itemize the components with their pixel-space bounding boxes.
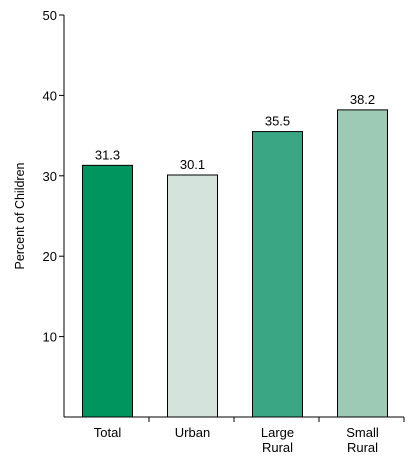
- bar-value-label: 31.3: [95, 147, 120, 162]
- y-tick-label: 50: [43, 8, 57, 23]
- bar: [167, 174, 218, 418]
- x-category-label: Large Rural: [261, 425, 294, 455]
- y-tick-label: 40: [43, 88, 57, 103]
- data-labels-group: 31.3 30.1 35.5 38.2: [95, 92, 375, 172]
- y-ticks-group: 10 20 30 40 50: [43, 8, 64, 345]
- bar-value-label: 38.2: [350, 92, 375, 107]
- x-category-label-line: Rural: [347, 440, 378, 455]
- bar-value-label: 30.1: [180, 157, 205, 172]
- y-axis-label: Percent of Children: [13, 162, 27, 269]
- y-tick-label: 10: [43, 330, 57, 345]
- bar: [252, 131, 303, 418]
- x-category-label-line: Urban: [175, 425, 210, 440]
- bar-value-label: 35.5: [265, 114, 290, 129]
- y-tick-label: 20: [43, 249, 57, 264]
- bar: [82, 164, 133, 418]
- x-category-label: Urban: [175, 425, 210, 440]
- y-tick-label: 30: [43, 169, 57, 184]
- x-category-label-line: Large: [261, 425, 294, 440]
- x-category-label: Small Rural: [346, 425, 379, 455]
- bar: [337, 109, 388, 418]
- bars-group: [82, 109, 388, 418]
- x-category-label-line: Rural: [262, 440, 293, 455]
- x-category-label: Total: [94, 425, 122, 440]
- x-category-label-line: Small: [346, 425, 379, 440]
- x-category-label-line: Total: [94, 425, 122, 440]
